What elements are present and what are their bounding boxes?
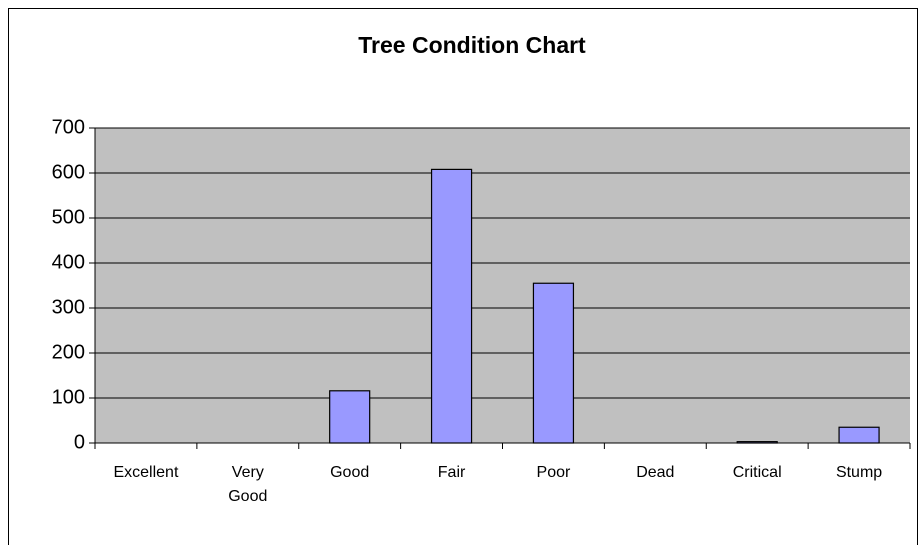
x-tick-label: Very Good xyxy=(228,464,268,505)
x-tick-label: Stump xyxy=(835,464,883,481)
plot-area xyxy=(95,128,910,443)
y-tick-label: 600 xyxy=(52,161,85,183)
x-tick-label: Good xyxy=(330,464,370,481)
x-tick-label: Dead xyxy=(636,464,675,481)
y-tick-label: 200 xyxy=(52,341,85,363)
y-tick-label: 300 xyxy=(52,296,85,318)
x-tick-label: Fair xyxy=(437,464,466,481)
y-tick-label: 400 xyxy=(52,251,85,273)
y-tick-label: 100 xyxy=(52,386,85,408)
bar xyxy=(329,390,371,444)
y-tick-label: 700 xyxy=(52,116,85,138)
chart-title: Tree Condition Chart xyxy=(358,32,586,58)
x-tick-label: Critical xyxy=(732,464,782,481)
x-tick-label: Excellent xyxy=(113,464,179,481)
bar xyxy=(532,282,575,444)
x-tick-label: Poor xyxy=(536,464,571,481)
bar xyxy=(430,168,473,444)
y-tick-label: 500 xyxy=(52,206,85,228)
bar xyxy=(736,441,778,444)
y-tick-label: 0 xyxy=(74,431,85,453)
bar xyxy=(838,426,880,444)
